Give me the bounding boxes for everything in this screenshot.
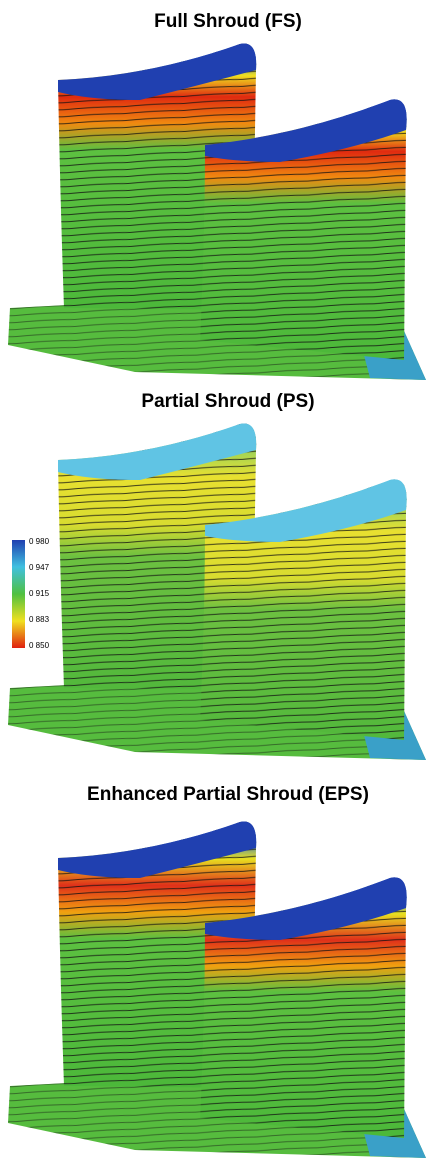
colorbar-label: 0 980 bbox=[29, 537, 50, 546]
colorbar-label: 0 915 bbox=[29, 589, 50, 598]
panel-title: Enhanced Partial Shroud (EPS) bbox=[87, 784, 369, 805]
panel-title: Partial Shroud (PS) bbox=[141, 391, 314, 412]
fs-blades bbox=[8, 44, 426, 380]
colorbar-label: 0 947 bbox=[29, 563, 50, 572]
ps-blades bbox=[8, 424, 426, 760]
colorbar-label: 0 883 bbox=[29, 615, 50, 624]
colorbar-label: 0 850 bbox=[29, 641, 50, 650]
eps-blades bbox=[8, 822, 426, 1158]
panel-title: Full Shroud (FS) bbox=[154, 11, 302, 32]
colorbar bbox=[12, 540, 25, 648]
figure: Full Shroud (FS) Partial Shroud (PS) 0 9… bbox=[0, 0, 430, 1159]
